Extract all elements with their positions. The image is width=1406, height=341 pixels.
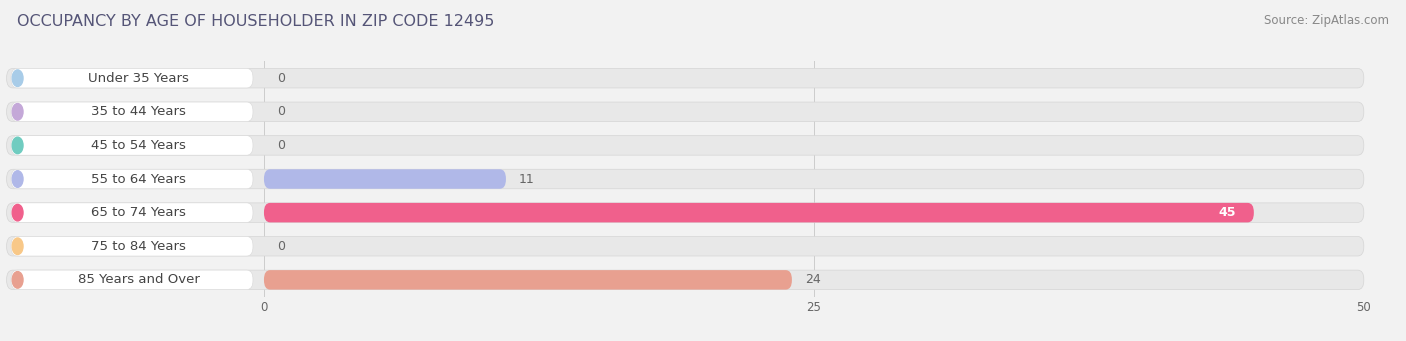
FancyBboxPatch shape	[264, 169, 506, 189]
Text: 35 to 44 Years: 35 to 44 Years	[91, 105, 186, 118]
FancyBboxPatch shape	[7, 169, 1364, 189]
FancyBboxPatch shape	[7, 237, 1364, 256]
Circle shape	[13, 104, 22, 120]
Text: 45 to 54 Years: 45 to 54 Years	[91, 139, 186, 152]
Text: 75 to 84 Years: 75 to 84 Years	[91, 240, 186, 253]
Text: 45: 45	[1219, 206, 1236, 219]
Text: 0: 0	[277, 72, 285, 85]
FancyBboxPatch shape	[11, 136, 253, 155]
Text: 11: 11	[519, 173, 534, 186]
Text: 85 Years and Over: 85 Years and Over	[77, 273, 200, 286]
Circle shape	[13, 271, 22, 288]
FancyBboxPatch shape	[11, 237, 253, 256]
FancyBboxPatch shape	[7, 270, 1364, 290]
FancyBboxPatch shape	[264, 270, 792, 290]
FancyBboxPatch shape	[264, 203, 1254, 222]
Text: 0: 0	[277, 105, 285, 118]
FancyBboxPatch shape	[11, 270, 253, 290]
FancyBboxPatch shape	[7, 69, 1364, 88]
FancyBboxPatch shape	[7, 203, 1364, 222]
FancyBboxPatch shape	[7, 102, 1364, 121]
Text: OCCUPANCY BY AGE OF HOUSEHOLDER IN ZIP CODE 12495: OCCUPANCY BY AGE OF HOUSEHOLDER IN ZIP C…	[17, 14, 495, 29]
Text: 0: 0	[277, 139, 285, 152]
FancyBboxPatch shape	[11, 69, 253, 88]
FancyBboxPatch shape	[7, 136, 1364, 155]
FancyBboxPatch shape	[11, 102, 253, 121]
Circle shape	[13, 204, 22, 221]
Circle shape	[13, 238, 22, 254]
Circle shape	[13, 171, 22, 187]
Circle shape	[13, 70, 22, 87]
FancyBboxPatch shape	[11, 169, 253, 189]
Text: Source: ZipAtlas.com: Source: ZipAtlas.com	[1264, 14, 1389, 27]
Text: 55 to 64 Years: 55 to 64 Years	[91, 173, 186, 186]
FancyBboxPatch shape	[11, 203, 253, 222]
Text: Under 35 Years: Under 35 Years	[89, 72, 188, 85]
Text: 24: 24	[806, 273, 821, 286]
Text: 65 to 74 Years: 65 to 74 Years	[91, 206, 186, 219]
Circle shape	[13, 137, 22, 154]
Text: 0: 0	[277, 240, 285, 253]
